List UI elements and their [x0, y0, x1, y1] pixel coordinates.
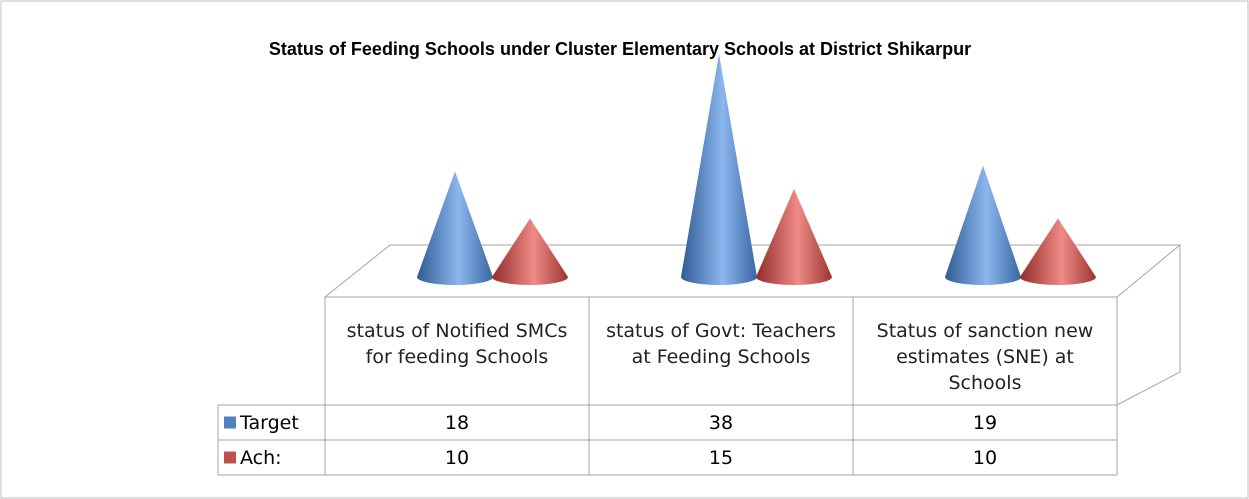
plot: [417, 54, 1096, 285]
category-label: status of Notified SMCs for feeding Scho…: [346, 320, 568, 368]
table-value: 10: [445, 447, 469, 469]
table-value: 18: [445, 412, 469, 434]
table-value: 38: [709, 412, 733, 434]
legend-label: Target: [239, 412, 299, 434]
legend-label: Ach:: [240, 447, 282, 469]
data-table: Target 18 38 19 Ach: 10 15 10: [217, 297, 1118, 476]
cone: [681, 54, 757, 285]
table-value: 10: [973, 447, 997, 469]
side-wall: [1116, 245, 1181, 406]
cone: [945, 165, 1021, 285]
cone: [417, 171, 493, 285]
legend-swatch: [224, 451, 236, 464]
table-value: 15: [709, 447, 733, 469]
cone: [756, 188, 832, 285]
category-label: Status of sanction new estimates (SNE) a…: [876, 320, 1094, 394]
table-value: 19: [973, 412, 997, 434]
cone: [492, 218, 568, 285]
category-label: status of Govt: Teachers at Feeding Scho…: [606, 320, 836, 368]
chart-title: Status of Feeding Schools under Cluster …: [269, 39, 971, 59]
cone: [1020, 218, 1096, 285]
legend-swatch: [224, 416, 236, 429]
